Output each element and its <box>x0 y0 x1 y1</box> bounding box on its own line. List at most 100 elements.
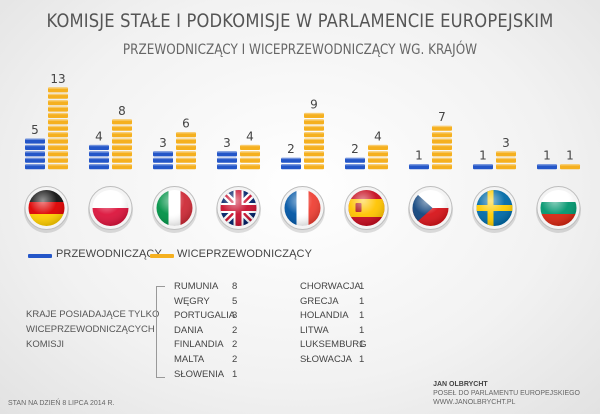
bar-coin <box>409 164 429 170</box>
bar-coin <box>48 157 68 163</box>
country-count: 1 <box>359 324 365 336</box>
list-item: GRECJA 1 <box>300 296 370 311</box>
country-count: 1 <box>359 295 365 307</box>
bar-coin-highlight <box>496 151 516 153</box>
bar-coin <box>368 144 388 150</box>
bar-coin-highlight <box>89 144 109 147</box>
legend-swatch-chairs <box>28 254 52 258</box>
bar-coin <box>496 157 516 163</box>
bar-coin <box>432 144 452 150</box>
bar-coin-highlight <box>153 151 173 153</box>
bar-coin-highlight <box>48 144 68 147</box>
list-item: CHORWACJA 1 <box>300 281 370 296</box>
bar-chairs <box>345 157 365 170</box>
bar-coin-highlight <box>48 132 68 134</box>
bar-coin <box>48 132 68 138</box>
bar-coin-highlight <box>112 164 132 166</box>
bar-chairs <box>473 164 493 170</box>
bar-coin <box>368 164 388 170</box>
bar-coin-highlight <box>304 157 324 160</box>
list-item: MALTA 2 <box>174 354 244 369</box>
country-count: 2 <box>232 339 238 351</box>
bar-coin <box>48 106 68 112</box>
bar-coin <box>153 151 173 157</box>
bar-coin-highlight <box>304 119 324 121</box>
country-count: 1 <box>232 368 238 380</box>
data-label: 3 <box>223 136 231 150</box>
bar-coin <box>112 151 132 157</box>
data-label: 3 <box>159 136 167 150</box>
bar-coin <box>304 132 324 138</box>
list-item: WĘGRY 5 <box>174 296 244 311</box>
bar-coin-highlight <box>153 164 173 166</box>
bar-coin-highlight <box>496 164 516 166</box>
bar-coin <box>537 164 557 170</box>
category-group: 13 <box>473 136 516 170</box>
bar-coin-highlight <box>48 100 68 102</box>
country-name: WĘGRY <box>174 295 210 307</box>
bar-coin <box>112 144 132 150</box>
bar-coin <box>304 112 324 118</box>
bar-coin-highlight <box>432 144 452 147</box>
bar-coin-highlight <box>304 125 324 128</box>
country-name: FINLANDIA <box>174 339 224 351</box>
bar-chairs <box>25 138 45 170</box>
bar-coin-highlight <box>112 157 132 160</box>
bar-vice <box>176 132 196 170</box>
bar-coin <box>368 151 388 157</box>
list-item: SŁOWACJA 1 <box>300 354 370 369</box>
poland-flag-icon <box>92 190 129 226</box>
chart-title: KOMISJE STAŁE I PODKOMISJE W PARLAMENCIE… <box>46 10 554 32</box>
bar-coin <box>432 164 452 170</box>
category-group: 17 <box>409 110 452 170</box>
bar-coin-highlight <box>112 132 132 134</box>
bar-coin-highlight <box>25 151 45 153</box>
bar-coin-highlight <box>304 138 324 140</box>
bar-coin-highlight <box>432 151 452 153</box>
bar-chairs <box>409 164 429 170</box>
bar-coin-highlight <box>176 164 196 166</box>
bar-coin <box>112 164 132 170</box>
bar-coin-highlight <box>304 144 324 147</box>
bar-vice <box>240 144 260 170</box>
bar-coin-highlight <box>368 157 388 160</box>
bar-coin <box>176 138 196 144</box>
bar-coin-highlight <box>25 138 45 140</box>
country-name: LUKSEMBURG <box>300 339 367 351</box>
data-label: 4 <box>374 129 382 143</box>
bar-coin <box>48 138 68 144</box>
bar-coin-highlight <box>176 144 196 147</box>
country-count: 2 <box>232 324 238 336</box>
list-item: HOLANDIA 1 <box>300 310 370 325</box>
bar-coin-highlight <box>48 138 68 140</box>
bar-coin <box>304 164 324 170</box>
bar-vice <box>112 119 132 170</box>
bar-coin-highlight <box>368 164 388 166</box>
bulgaria-flag-icon <box>540 190 577 226</box>
data-label: 7 <box>438 110 446 124</box>
bar-coin-highlight <box>89 164 109 166</box>
country-name: GRECJA <box>300 295 339 307</box>
bar-coin <box>89 144 109 150</box>
bar-coin-highlight <box>240 151 260 153</box>
bar-coin-highlight <box>48 151 68 153</box>
country-count: 1 <box>359 310 365 322</box>
bar-coin <box>217 151 237 157</box>
bar-vice <box>496 151 516 170</box>
list-item: LUKSEMBURG 1 <box>300 339 370 354</box>
legend-label-chairs: PRZEWODNICZĄCY <box>56 248 162 260</box>
bar-coin <box>217 164 237 170</box>
bar-coin-highlight <box>48 164 68 166</box>
data-label: 1 <box>479 149 487 163</box>
bar-coin-highlight <box>432 138 452 140</box>
legend-label-vice: WICEPRZEWODNICZĄCY <box>177 248 313 260</box>
bar-coin <box>48 125 68 131</box>
bar-coin <box>176 132 196 138</box>
bar-coin <box>432 157 452 163</box>
category-group: 36 <box>153 117 196 170</box>
country-name: LITWA <box>300 324 329 336</box>
uk-flag-icon <box>220 190 257 226</box>
country-name: PORTUGALIA <box>174 310 236 322</box>
spain-flag-icon <box>348 190 385 226</box>
